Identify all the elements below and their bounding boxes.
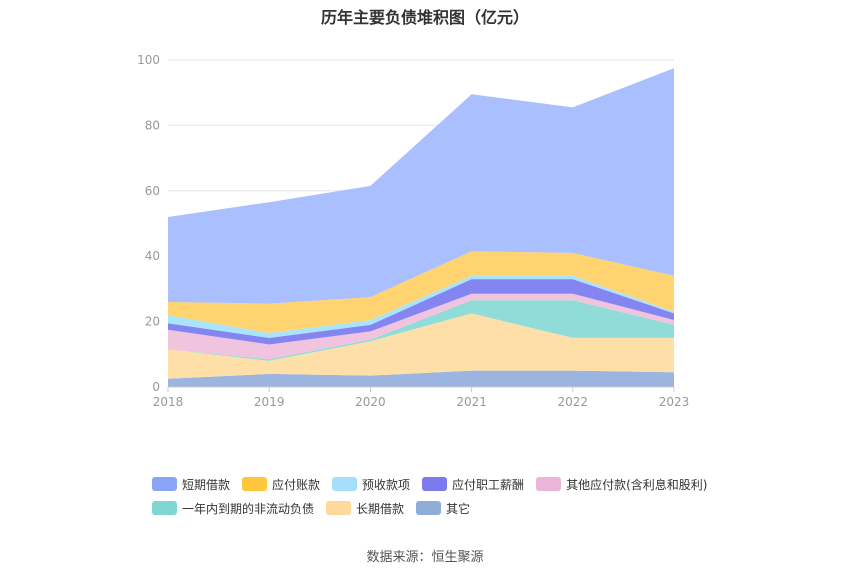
area-1[interactable] xyxy=(168,313,674,379)
x-tick-label: 2018 xyxy=(153,395,184,409)
y-tick-label: 20 xyxy=(145,315,160,329)
x-tick-label: 2021 xyxy=(456,395,487,409)
legend-swatch xyxy=(326,501,352,515)
legend-item[interactable]: 其它 xyxy=(416,500,470,517)
legend-item[interactable]: 其他应付款(含利息和股利) xyxy=(536,476,707,493)
y-tick-label: 40 xyxy=(145,249,160,263)
legend-swatch xyxy=(152,477,177,491)
legend: 短期借款 应付账款 预收款项 应付职工薪酬 其他应付款(含利息和股利) 一年内到期的非流动… xyxy=(152,472,792,520)
data-source: 数据来源：恒生聚源 xyxy=(366,550,484,565)
area-7[interactable] xyxy=(168,68,674,304)
legend-label: 一年内到期的非流动负债 xyxy=(182,501,315,516)
y-tick-label: 60 xyxy=(145,184,160,198)
x-tick-label: 2022 xyxy=(558,395,589,409)
area-2[interactable] xyxy=(168,300,674,361)
area-6[interactable] xyxy=(168,251,674,333)
legend-row: 一年内到期的非流动负债 长期借款 其它 xyxy=(152,496,792,520)
area-0[interactable] xyxy=(168,370,674,387)
legend-label: 应付职工薪酬 xyxy=(452,477,525,492)
legend-item[interactable]: 短期借款 xyxy=(152,476,230,493)
y-tick-label: 80 xyxy=(145,118,160,132)
stacked-area-chart: 0 20 40 60 80 100 2018 2019 2020 2021 2022 2023 xyxy=(137,53,690,409)
chart-title: 历年主要负债堆积图（亿元） xyxy=(320,8,529,27)
legend-item[interactable]: 预收款项 xyxy=(332,476,410,493)
area-4[interactable] xyxy=(168,279,674,345)
legend-item[interactable]: 应付职工薪酬 xyxy=(422,476,524,493)
legend-label: 预收款项 xyxy=(362,477,411,492)
legend-swatch xyxy=(416,501,442,515)
legend-label: 其他应付款(含利息和股利) xyxy=(566,477,708,492)
y-tick-label: 100 xyxy=(137,53,160,67)
area-3[interactable] xyxy=(168,293,674,360)
legend-label: 其它 xyxy=(446,501,471,516)
x-tick-label: 2020 xyxy=(355,395,386,409)
legend-label: 应付账款 xyxy=(272,477,321,492)
legend-item[interactable]: 长期借款 xyxy=(326,500,404,517)
y-axis: 0 20 40 60 80 100 xyxy=(137,53,160,394)
legend-swatch xyxy=(242,477,268,491)
legend-swatch xyxy=(332,477,358,491)
legend-item[interactable]: 一年内到期的非流动负债 xyxy=(152,500,314,517)
legend-swatch xyxy=(152,501,177,515)
legend-row: 短期借款 应付账款 预收款项 应付职工薪酬 其他应付款(含利息和股利) xyxy=(152,472,792,496)
legend-item[interactable]: 应付账款 xyxy=(242,476,320,493)
y-tick-label: 0 xyxy=(152,380,160,394)
legend-swatch xyxy=(536,477,562,491)
x-axis: 2018 2019 2020 2021 2022 2023 xyxy=(153,386,690,409)
x-tick-label: 2019 xyxy=(254,395,285,409)
legend-label: 短期借款 xyxy=(182,477,231,492)
x-tick-label: 2023 xyxy=(659,395,690,409)
legend-swatch xyxy=(422,477,448,491)
legend-label: 长期借款 xyxy=(356,501,405,516)
area-series xyxy=(168,68,674,387)
